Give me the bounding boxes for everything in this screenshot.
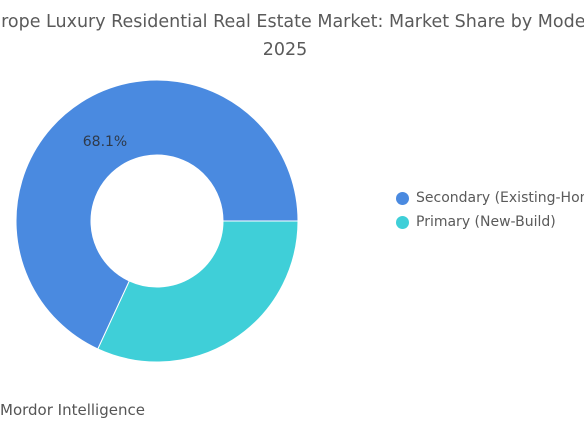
chart-title: Europe Luxury Residential Real Estate Ma… [0, 8, 584, 64]
source-credit: Mordor Intelligence [0, 401, 145, 419]
chart-title-line-2: 2025 [262, 40, 308, 60]
legend-item-primary[interactable]: Primary (New-Build) [396, 210, 584, 234]
donut-slice-primary[interactable] [97, 220, 299, 363]
legend: Secondary (Existing-Home) Primary (New-B… [396, 186, 584, 234]
legend-swatch-secondary [396, 191, 409, 205]
legend-label-primary: Primary (New-Build) [416, 214, 556, 230]
data-label-secondary: 68.1% [83, 134, 127, 150]
legend-label-secondary: Secondary (Existing-Home) [416, 190, 584, 206]
chart-title-line-1: Europe Luxury Residential Real Estate Ma… [0, 12, 584, 32]
donut-slice-secondary[interactable] [15, 79, 299, 350]
legend-item-secondary[interactable]: Secondary (Existing-Home) [396, 186, 584, 210]
legend-swatch-primary [396, 215, 409, 229]
